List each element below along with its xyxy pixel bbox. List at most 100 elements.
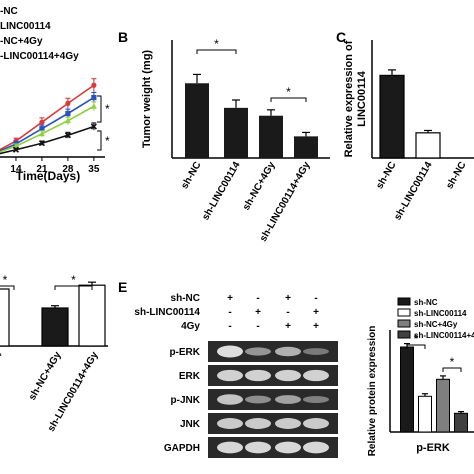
- blot-band: [245, 395, 271, 404]
- panel-e-western-blot: sh-NC + - + - sh-LINC00114 - + - +4Gy - - + + p-ERK ERK…: [134, 293, 338, 458]
- blot-condition-sign: +: [313, 307, 319, 318]
- blot-band: [303, 395, 329, 404]
- d-sig-bracket: [0, 285, 15, 290]
- blot-row-label: p-JNK: [171, 395, 201, 406]
- a-x-tick-label: 28: [62, 164, 74, 175]
- a-data-point: [12, 146, 20, 153]
- a-data-point: [65, 110, 71, 117]
- e-bar: [400, 346, 414, 433]
- a-legend-3: -NC+4Gy: [0, 36, 43, 47]
- b-sig-bracket: [270, 97, 307, 102]
- d-x-tick-label: sh-NC+4Gy: [27, 350, 64, 403]
- b-sig-bracket: [196, 49, 237, 54]
- blot-condition-sign: -: [314, 293, 317, 304]
- d-bar: [0, 288, 10, 347]
- panel-b-bar-chart: Tumor weight (mg) sh-NCsh-LINC00114sh-NC+…: [141, 37, 330, 244]
- a-legend-2: LINC00114: [0, 21, 51, 32]
- e-bar: [436, 378, 450, 433]
- a-data-point: [90, 103, 97, 109]
- a-data-point: [90, 123, 97, 130]
- a-sig-star: *: [105, 102, 110, 116]
- a-data-point: [38, 130, 45, 137]
- blot-membrane: [208, 413, 338, 434]
- blot-row-label: JNK: [180, 419, 201, 430]
- blot-condition-sign: +: [285, 293, 291, 304]
- blot-band: [275, 346, 301, 357]
- c-x-tick-label: sh-LINC00114: [392, 160, 435, 223]
- a-x-tick-label: 21: [36, 164, 48, 175]
- blot-band: [275, 369, 301, 382]
- c-bar: [415, 132, 441, 159]
- blot-membrane: [208, 389, 338, 410]
- panel-a-line-chart: 14 21 28 35 Time(Days) * *: [0, 78, 110, 183]
- e-legend-label: sh-LINC00114: [414, 309, 467, 318]
- b-bar: [259, 115, 283, 158]
- blot-band: [245, 418, 271, 429]
- d-sig-bracket-star: *: [71, 273, 76, 287]
- blot-condition-sign: +: [255, 307, 261, 318]
- blot-condition-label: 4Gy: [181, 321, 200, 332]
- d-bar: [78, 284, 106, 347]
- a-legend-1: -NC: [0, 6, 18, 17]
- b-sig-bracket-star: *: [214, 37, 219, 51]
- a-data-point: [38, 140, 46, 147]
- a-data-point: [64, 117, 71, 124]
- d-x-tick-label: 00114: [0, 350, 5, 379]
- c-y-axis-title-2: LINC00114: [356, 70, 368, 127]
- a-sig-star: *: [105, 134, 110, 148]
- blot-band: [245, 441, 271, 454]
- blot-row-label: GAPDH: [164, 443, 200, 454]
- blot-condition-sign: -: [256, 293, 259, 304]
- blot-row-label: ERK: [179, 371, 201, 382]
- a-data-point: [64, 132, 71, 139]
- blot-band: [217, 394, 243, 405]
- blot-band: [303, 369, 329, 382]
- a-x-tick-label: 14: [10, 164, 22, 175]
- panel-e-bar-chart: sh-NC sh-LINC00114 sh-NC+4Gy sh-LINC00114+4…: [367, 297, 474, 457]
- blot-band: [303, 348, 329, 355]
- e-legend-swatch: [397, 319, 411, 328]
- blot-band: [217, 369, 243, 382]
- a-x-tick-label: 35: [88, 164, 100, 175]
- panel-letter-e: E: [118, 279, 127, 295]
- c-bar: [379, 74, 405, 159]
- blot-condition-sign: +: [227, 293, 233, 304]
- blot-band: [275, 418, 301, 429]
- blot-band: [303, 418, 329, 429]
- e-bar: [418, 395, 432, 433]
- e-sig-bracket-star: *: [450, 355, 455, 369]
- c-x-tick-label: sh-NC: [374, 160, 398, 191]
- blot-condition-sign: -: [228, 321, 231, 332]
- blot-row-label: p-ERK: [169, 347, 200, 358]
- b-x-tick-label: sh-NC: [179, 160, 203, 191]
- e-sig-bracket-star: *: [414, 332, 419, 346]
- b-sig-bracket-star: *: [286, 85, 291, 99]
- blot-band: [303, 441, 329, 454]
- blot-band: [275, 441, 301, 454]
- a-sig-bracket: [97, 130, 102, 151]
- b-y-axis-title: Tumor weight (mg): [141, 50, 153, 149]
- blot-condition-label: sh-LINC00114: [134, 307, 200, 318]
- panel-c-bar-chart: Relative expression of LINC00114sh-NCsh-L…: [343, 40, 474, 222]
- b-bar: [185, 83, 209, 158]
- b-bar: [224, 107, 248, 158]
- e-y-axis-title: Relative protein expression: [367, 326, 378, 457]
- c-x-tick-label: sh-NC: [444, 160, 468, 191]
- d-sig-bracket-star: *: [3, 273, 8, 287]
- e-legend-swatch: [397, 308, 411, 317]
- blot-band: [217, 418, 243, 429]
- panel-letter-c: C: [336, 29, 346, 45]
- c-y-axis-title: Relative expression of: [343, 40, 355, 157]
- blot-condition-sign: +: [313, 321, 319, 332]
- blot-membrane: [208, 437, 338, 458]
- blot-membrane: [208, 365, 338, 386]
- b-x-tick-label: sh-NC+4Gy: [241, 160, 278, 213]
- panel-letter-b: B: [118, 29, 128, 45]
- e-legend-label: sh-LINC00114+4Gy: [414, 331, 474, 340]
- a-legend-4: -LINC00114+4Gy: [0, 51, 79, 62]
- e-legend-label: sh-NC+4Gy: [414, 320, 458, 329]
- blot-band: [275, 395, 301, 404]
- a-x-axis-title: Time(Days): [16, 169, 80, 183]
- blot-condition-sign: -: [256, 321, 259, 332]
